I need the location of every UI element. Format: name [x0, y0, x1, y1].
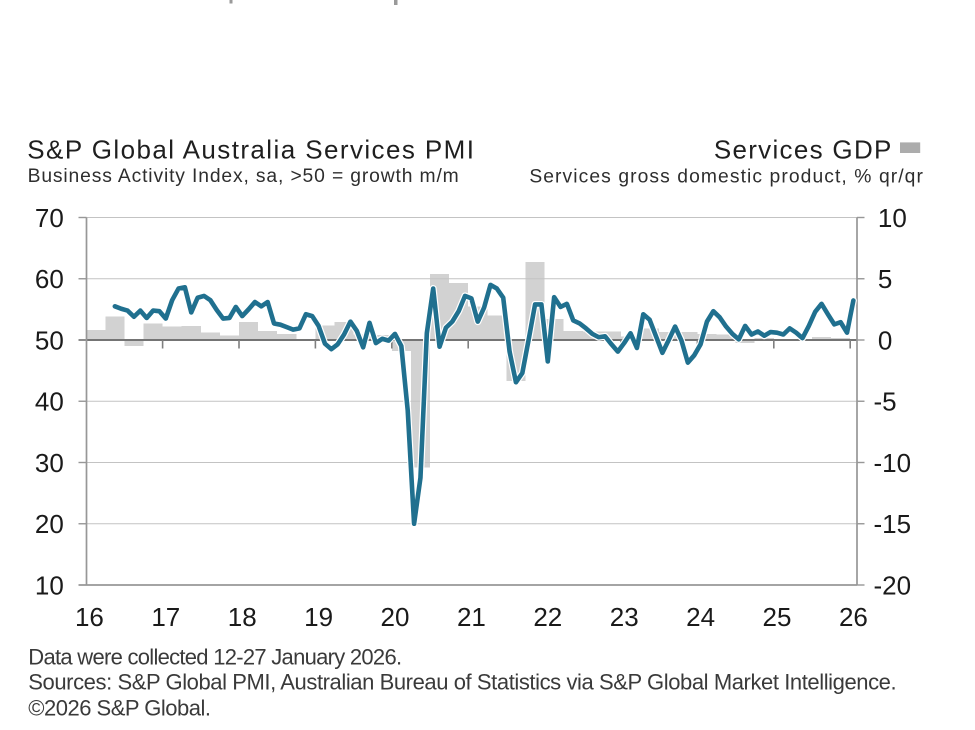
- svg-text:-5: -5: [874, 387, 897, 417]
- svg-text:S&P Global Australia Services: S&P Global Australia Services PMI: [27, 134, 475, 164]
- svg-text:10: 10: [35, 570, 64, 600]
- svg-text:26: 26: [839, 602, 868, 632]
- svg-text:70: 70: [35, 203, 64, 233]
- svg-text:40: 40: [35, 387, 64, 417]
- svg-text:22: 22: [533, 602, 562, 632]
- svg-text:18: 18: [228, 602, 257, 632]
- svg-text:Services GDP: Services GDP: [714, 134, 893, 164]
- svg-text:20: 20: [35, 509, 64, 539]
- svg-text:Data were collected 12-27 Janu: Data were collected 12-27 January 2026.: [28, 645, 401, 670]
- svg-text:-15: -15: [874, 509, 912, 539]
- svg-text:-20: -20: [874, 570, 912, 600]
- svg-text:Sources: S&P Global PMI, Austr: Sources: S&P Global PMI, Australian Bure…: [28, 670, 896, 695]
- svg-text:Business Activity Index, sa, >: Business Activity Index, sa, >50 = growt…: [28, 166, 460, 187]
- svg-text:©2026 S&P Global.: ©2026 S&P Global.: [28, 696, 210, 721]
- svg-text:5: 5: [878, 264, 892, 294]
- svg-text:17: 17: [151, 602, 180, 632]
- svg-text:Services gross domestic produc: Services gross domestic product, % qr/qr: [529, 167, 924, 188]
- svg-text:19: 19: [304, 602, 333, 632]
- svg-text:21: 21: [457, 602, 486, 632]
- svg-text:20: 20: [381, 602, 410, 632]
- svg-text:16: 16: [75, 602, 104, 632]
- svg-text:23: 23: [610, 602, 639, 632]
- svg-text:60: 60: [35, 264, 64, 294]
- svg-text:25: 25: [763, 602, 792, 632]
- svg-text:30: 30: [35, 448, 64, 478]
- svg-text:24: 24: [686, 602, 715, 632]
- svg-text:50: 50: [35, 325, 64, 355]
- svg-text:0: 0: [878, 325, 892, 355]
- svg-text:10: 10: [878, 203, 907, 233]
- svg-text:-10: -10: [874, 448, 912, 478]
